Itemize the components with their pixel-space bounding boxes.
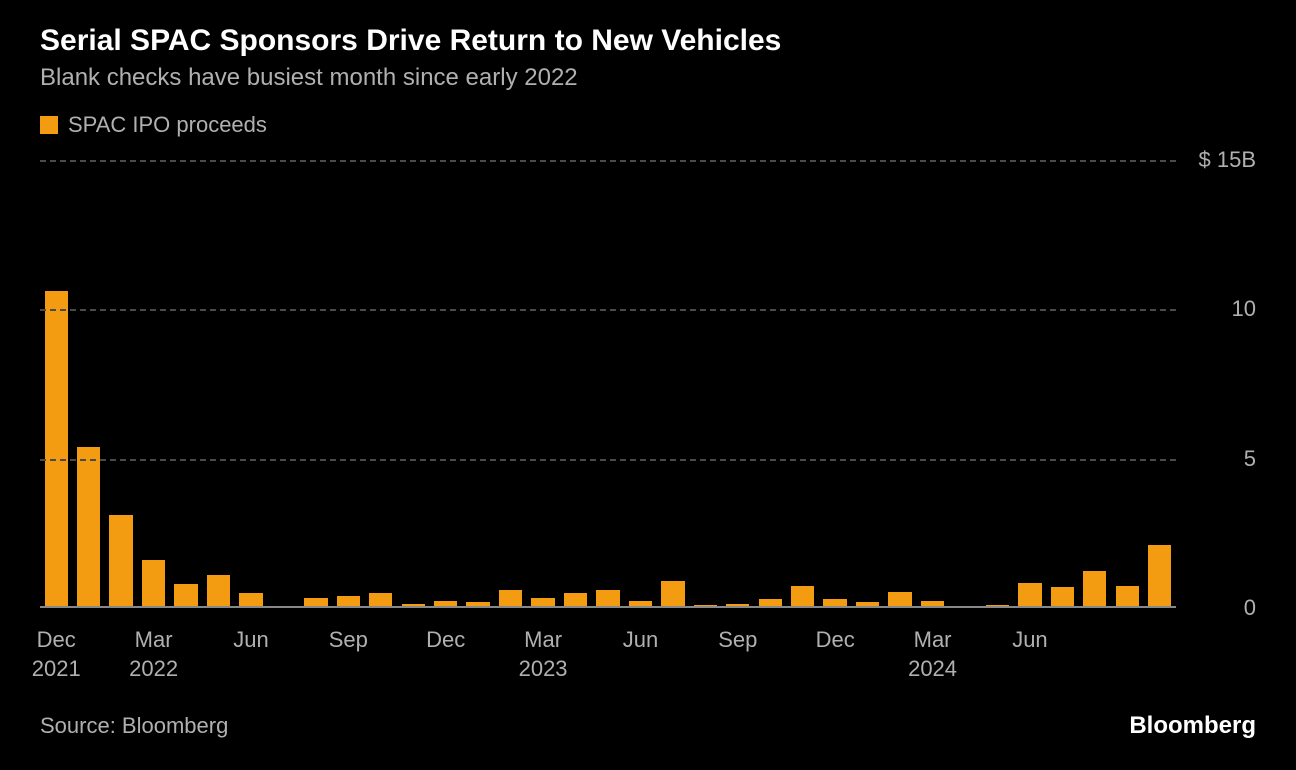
bar-slot [1014, 160, 1046, 608]
bar-slot [916, 160, 948, 608]
bar-slot [1143, 160, 1175, 608]
bar [791, 586, 814, 608]
bar-slot [40, 160, 72, 608]
bar-slot [397, 160, 429, 608]
bar-slot [722, 160, 754, 608]
bar-slot [624, 160, 656, 608]
x-axis-labels: Dec2021Mar2022JunSepDecMar2023JunSepDecM… [40, 618, 1176, 698]
bar [142, 560, 165, 608]
bar [174, 584, 197, 608]
x-tick-label: Jun [623, 626, 658, 655]
x-tick-label: Dec [426, 626, 465, 655]
bar-slot [559, 160, 591, 608]
bar-slot [1111, 160, 1143, 608]
bar-slot [786, 160, 818, 608]
bar [1051, 587, 1074, 608]
legend: SPAC IPO proceeds [40, 112, 1256, 138]
chart-footer: Source: Bloomberg Bloomberg [40, 712, 1256, 740]
bar-slot [527, 160, 559, 608]
bar-slot [1079, 160, 1111, 608]
bar-slot [202, 160, 234, 608]
bar [77, 447, 100, 608]
bar-slot [657, 160, 689, 608]
gridline [40, 309, 1176, 311]
bar [1116, 586, 1139, 608]
y-tick-label: 10 [1222, 296, 1256, 322]
x-tick-label: Dec [816, 626, 855, 655]
bar-slot [494, 160, 526, 608]
x-tick-label: Sep [718, 626, 757, 655]
x-tick-label: Jun [1012, 626, 1047, 655]
legend-swatch [40, 116, 58, 134]
bar-slot [462, 160, 494, 608]
chart-container: Serial SPAC Sponsors Drive Return to New… [0, 0, 1296, 770]
x-tick-label: Dec2021 [32, 626, 81, 683]
bar-slot [267, 160, 299, 608]
chart-title: Serial SPAC Sponsors Drive Return to New… [40, 24, 1256, 58]
bar-slot [105, 160, 137, 608]
y-tick-label: 0 [1234, 595, 1256, 621]
bar-slot [754, 160, 786, 608]
bar-slot [170, 160, 202, 608]
legend-label: SPAC IPO proceeds [68, 112, 267, 138]
y-axis-labels: 0510$ 15B [1181, 160, 1256, 608]
x-tick-label: Mar2024 [908, 626, 957, 683]
x-tick-label: Sep [329, 626, 368, 655]
x-tick-label: Jun [233, 626, 268, 655]
baseline [40, 606, 1176, 608]
bar-slot [819, 160, 851, 608]
chart-area: 0510$ 15B Dec2021Mar2022JunSepDecMar2023… [40, 150, 1256, 698]
plot-region [40, 160, 1176, 608]
bar [1018, 583, 1041, 608]
source-text: Source: Bloomberg [40, 713, 228, 739]
x-tick-label: Mar2022 [129, 626, 178, 683]
bar-slot [592, 160, 624, 608]
bar-slot [137, 160, 169, 608]
bar-slot [332, 160, 364, 608]
bar [45, 291, 68, 608]
bar-slot [884, 160, 916, 608]
bar [1148, 545, 1171, 608]
bar-slot [72, 160, 104, 608]
chart-subtitle: Blank checks have busiest month since ea… [40, 64, 1256, 92]
gridline [40, 459, 1176, 461]
bar-slot [851, 160, 883, 608]
bar-slot [235, 160, 267, 608]
gridline [40, 160, 1176, 162]
y-tick-label: 5 [1234, 446, 1256, 472]
bar-slot [949, 160, 981, 608]
brand-logo: Bloomberg [1129, 712, 1256, 740]
bar [109, 515, 132, 608]
bar [1083, 571, 1106, 608]
bars-group [40, 160, 1176, 608]
bar-slot [300, 160, 332, 608]
bar-slot [365, 160, 397, 608]
bar-slot [1046, 160, 1078, 608]
y-tick-label: $ 15B [1189, 147, 1257, 173]
bar-slot [689, 160, 721, 608]
bar-slot [429, 160, 461, 608]
bar-slot [981, 160, 1013, 608]
bar [207, 575, 230, 608]
x-tick-label: Mar2023 [519, 626, 568, 683]
bar [661, 581, 684, 608]
